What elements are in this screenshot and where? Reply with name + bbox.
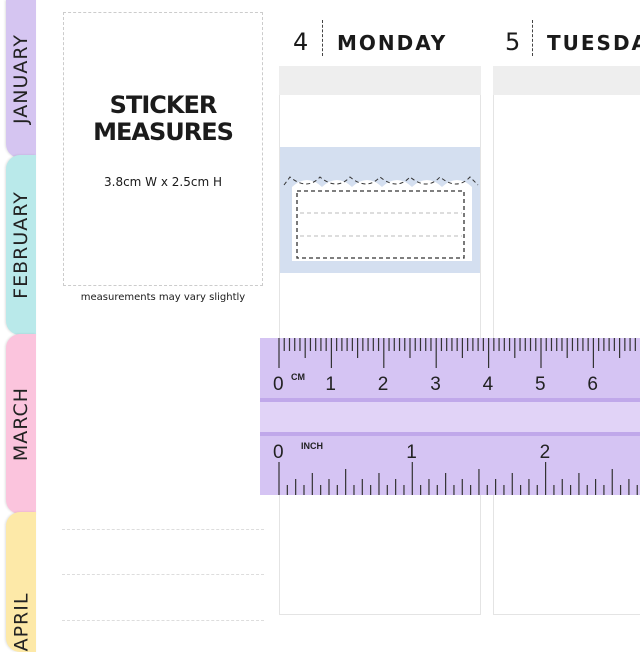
sticker-body — [292, 180, 472, 261]
cm-label: 3 — [430, 374, 441, 395]
day-number: 4 — [293, 28, 309, 56]
scallop-stitch — [283, 176, 479, 186]
info-title: STICKER MEASURES — [63, 92, 263, 146]
cm-label: 1 — [325, 374, 336, 395]
cm-unit-label: CM — [291, 372, 305, 382]
ruler-middle-band — [260, 402, 640, 432]
tab-label: JANUARY — [10, 34, 33, 124]
tab-label: MARCH — [10, 386, 33, 462]
note-line — [62, 620, 264, 621]
note-line — [62, 574, 264, 575]
day-name: MONDAY — [337, 31, 448, 55]
ruler[interactable]: 0 1 2 3 4 5 6 0 1 2 CM INCH — [260, 338, 640, 495]
cm-label: 5 — [535, 374, 546, 395]
sticker-info-card — [63, 12, 263, 286]
ruler-bottom-band — [260, 432, 640, 436]
tab-label: FEBRUARY — [10, 191, 33, 299]
tab-march[interactable]: MARCH — [6, 334, 36, 514]
cm-label: 0 — [273, 374, 284, 395]
inch-label: 0 — [273, 442, 284, 463]
cm-label: 4 — [483, 374, 494, 395]
inch-label: 2 — [540, 442, 551, 463]
tab-february[interactable]: FEBRUARY — [6, 155, 36, 335]
tab-label: APRIL — [10, 592, 33, 652]
title-line: STICKER — [109, 91, 218, 119]
day-separator — [532, 20, 533, 56]
sticker-dashed-border — [296, 190, 465, 259]
day-name: TUESDAY — [547, 31, 640, 55]
title-line: MEASURES — [93, 118, 234, 146]
label-sticker — [280, 147, 480, 273]
tab-april[interactable]: APRIL — [6, 512, 36, 652]
inch-label: 1 — [406, 442, 417, 463]
measurement-note: measurements may vary slightly — [80, 292, 246, 303]
day-separator — [322, 20, 323, 56]
note-line — [62, 529, 264, 530]
cm-label: 2 — [378, 374, 389, 395]
ruler-top-band — [260, 398, 640, 402]
sticker-dimensions: 3.8cm W x 2.5cm H — [104, 175, 222, 189]
monday-header-band — [279, 66, 481, 95]
day-number: 5 — [505, 28, 521, 56]
tuesday-header-band — [493, 66, 640, 95]
cm-label: 6 — [587, 374, 598, 395]
tab-january[interactable]: JANUARY — [6, 0, 36, 158]
inch-unit-label: INCH — [301, 441, 323, 451]
